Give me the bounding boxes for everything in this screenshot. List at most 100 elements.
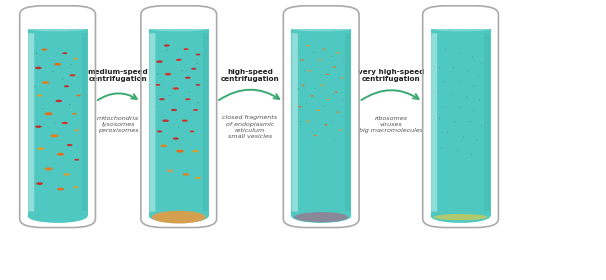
Bar [28,29,87,216]
Circle shape [481,125,482,126]
Circle shape [63,173,70,176]
Circle shape [193,109,198,111]
Circle shape [73,186,78,188]
Circle shape [181,70,182,71]
Circle shape [50,134,59,137]
FancyBboxPatch shape [28,33,35,212]
Circle shape [176,150,184,153]
FancyBboxPatch shape [284,6,359,228]
Circle shape [315,88,316,89]
Circle shape [190,130,195,132]
Circle shape [35,125,42,128]
Circle shape [157,130,162,132]
Circle shape [335,92,338,93]
Ellipse shape [28,209,87,223]
Circle shape [445,49,446,50]
Bar [149,29,208,216]
Circle shape [451,94,452,95]
Circle shape [333,66,336,68]
Bar [149,8,208,29]
Circle shape [192,150,199,152]
Bar [430,29,491,216]
Circle shape [185,77,191,79]
Ellipse shape [430,209,491,223]
Ellipse shape [291,209,351,223]
Circle shape [62,52,67,54]
Circle shape [184,48,188,50]
Circle shape [439,67,440,68]
FancyArrowPatch shape [98,94,137,100]
Circle shape [52,71,53,72]
Bar [202,34,208,211]
Circle shape [447,132,448,133]
Circle shape [185,98,190,100]
Circle shape [67,144,73,146]
Ellipse shape [28,26,87,31]
Circle shape [182,120,188,122]
FancyBboxPatch shape [423,6,498,228]
Circle shape [73,58,78,60]
Ellipse shape [152,211,206,223]
Circle shape [339,130,342,131]
Circle shape [161,144,167,147]
Circle shape [165,73,171,75]
Circle shape [75,129,79,131]
Text: ribosomes
viruses
big macromolecules: ribosomes viruses big macromolecules [359,115,423,133]
Circle shape [176,59,182,61]
Circle shape [191,68,196,70]
FancyBboxPatch shape [292,33,298,212]
Circle shape [62,122,68,124]
Bar [81,34,87,211]
Circle shape [195,177,201,179]
Text: mitochondria
lysosomes
peroxisomes: mitochondria lysosomes peroxisomes [97,115,139,133]
Circle shape [325,74,329,75]
Circle shape [298,88,299,89]
Circle shape [41,48,47,51]
Circle shape [72,113,77,115]
Bar [345,34,350,211]
Circle shape [34,86,35,87]
Circle shape [162,120,169,122]
Circle shape [154,106,155,107]
Circle shape [166,169,173,172]
Circle shape [327,99,330,100]
Circle shape [324,124,328,125]
Circle shape [75,159,79,161]
Ellipse shape [430,26,491,31]
Circle shape [321,85,324,86]
Bar [485,34,490,211]
Ellipse shape [433,214,488,220]
Bar [28,8,87,29]
Circle shape [471,154,472,155]
Circle shape [159,98,165,100]
Circle shape [463,136,464,137]
Circle shape [35,67,42,69]
Circle shape [196,53,201,55]
Circle shape [466,96,467,97]
Bar [291,8,351,29]
FancyArrowPatch shape [361,90,419,100]
Circle shape [44,167,53,171]
Circle shape [156,60,163,63]
Circle shape [441,147,442,148]
Circle shape [472,56,473,57]
Circle shape [307,70,311,71]
Circle shape [306,120,310,122]
Text: very high-speed
centrifugation: very high-speed centrifugation [358,69,424,82]
Circle shape [70,74,76,76]
Circle shape [57,153,64,156]
Text: Differential centrifugation: Differential centrifugation [180,244,426,262]
FancyBboxPatch shape [149,33,155,212]
Circle shape [478,76,479,77]
Ellipse shape [149,26,208,31]
Circle shape [64,85,69,87]
Circle shape [169,95,170,96]
Circle shape [313,135,317,136]
Circle shape [42,81,49,84]
Circle shape [318,59,322,60]
Circle shape [173,87,179,90]
FancyArrowPatch shape [219,90,279,100]
Circle shape [69,104,70,105]
Circle shape [164,44,170,47]
FancyBboxPatch shape [141,6,217,228]
